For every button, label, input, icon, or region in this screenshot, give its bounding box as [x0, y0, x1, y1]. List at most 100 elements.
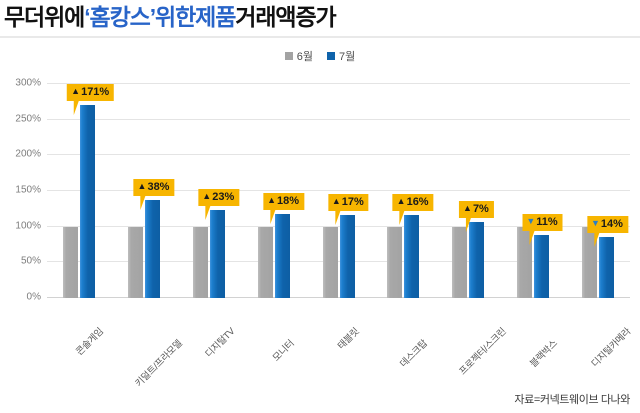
- value-callout: ▲171%: [67, 83, 115, 115]
- callout-tail: [140, 195, 152, 210]
- triangle-down-icon: ▼: [590, 217, 600, 228]
- legend-label-july: 7월: [339, 51, 356, 63]
- triangle-down-icon: ▼: [526, 215, 536, 226]
- bar-group: ▲23%: [177, 84, 242, 298]
- gridline: 100%: [15, 220, 630, 231]
- legend-label-june: 6월: [296, 51, 313, 63]
- x-axis-tick-label: 디지털카메라: [589, 326, 633, 370]
- bar-group: ▲38%: [112, 84, 177, 298]
- gridline: 50%: [21, 256, 630, 267]
- value-callout: ▲17%: [327, 193, 369, 225]
- bar-july[interactable]: [598, 236, 614, 298]
- x-axis-label-cell: 모니터: [241, 320, 306, 390]
- bar-june[interactable]: [322, 226, 338, 298]
- x-axis-tick-label: 모니터: [270, 338, 297, 364]
- triangle-up-icon: ▲: [71, 85, 81, 96]
- x-axis-tick-label: 블랙박스: [527, 338, 560, 370]
- callout-value: 7%: [472, 202, 489, 215]
- callout-value: 23%: [212, 191, 235, 204]
- chart-legend: 6월 7월: [0, 48, 640, 64]
- bar-july[interactable]: [469, 221, 485, 298]
- x-axis-tick-label: 데스크탑: [398, 338, 431, 370]
- y-axis-tick-label: 50%: [20, 255, 41, 267]
- bar-group: ▼11%: [500, 84, 565, 298]
- legend-item-july: 7월: [327, 48, 355, 64]
- x-axis-labels: 콘솔게임 키덜트/프라모델 디지털TV 모니터 태블릿 데스크탑 프로젝터/스크린 블랙박스 디…: [47, 320, 633, 390]
- x-axis-label-cell: 디지털카메라: [565, 320, 633, 390]
- x-axis-label-cell: 블랙박스: [500, 320, 565, 390]
- x-axis-tick-label: 태블릿: [335, 326, 362, 352]
- y-axis-tick-label: 300%: [15, 77, 41, 89]
- x-axis-label-cell: 데스크탑: [371, 320, 436, 390]
- triangle-up-icon: ▲: [202, 191, 212, 202]
- bar-june[interactable]: [192, 226, 208, 298]
- gridline: 150%: [15, 185, 630, 196]
- bar-group: ▲18%: [241, 84, 306, 298]
- bar-june[interactable]: [63, 226, 79, 298]
- callout-value: 38%: [147, 180, 170, 193]
- title-segment-black-1: 무더위에: [4, 4, 85, 30]
- bar-june[interactable]: [452, 226, 468, 298]
- bar-group: ▼14%: [565, 84, 630, 298]
- gridline: 300%: [15, 78, 630, 89]
- x-axis-tick-label: 콘솔게임: [74, 326, 107, 358]
- callout-value: 14%: [600, 217, 623, 230]
- y-axis-tick-label: 0%: [26, 291, 41, 303]
- triangle-up-icon: ▲: [331, 195, 341, 206]
- value-callout: ▼11%: [522, 213, 563, 245]
- bar-july[interactable]: [533, 234, 549, 298]
- value-callout: ▲7%: [459, 200, 494, 232]
- bar-july[interactable]: [80, 104, 96, 298]
- gridline: 0%: [27, 292, 630, 303]
- bar-june[interactable]: [581, 226, 597, 298]
- bar-june[interactable]: [516, 226, 532, 298]
- legend-swatch-july-icon: [327, 52, 335, 60]
- legend-item-june: 6월: [284, 48, 313, 64]
- x-axis-tick-label: 디지털TV: [203, 326, 238, 360]
- gridline: 200%: [15, 149, 630, 160]
- bar-june[interactable]: [128, 226, 144, 298]
- bar-june[interactable]: [387, 226, 403, 298]
- title-segment-blue: ‘홈캉스’위한제품: [84, 4, 236, 30]
- callout-tail: [593, 232, 605, 247]
- callout-tail: [334, 210, 346, 225]
- callout-tail: [74, 100, 85, 115]
- value-callout: ▼14%: [586, 215, 628, 247]
- triangle-up-icon: ▲: [267, 194, 277, 205]
- bar-group: ▲17%: [306, 84, 371, 298]
- source-note: 자료=커넥트웨이브 다나와: [514, 394, 630, 406]
- bar-chart: 0% 50% 100% 150% 200% 250% 300% ▲171% ▲38% ▲23% ▲…: [0, 70, 640, 320]
- callout-value: 18%: [277, 194, 300, 207]
- bar-group: ▲16%: [371, 84, 436, 298]
- y-axis-tick-label: 250%: [15, 113, 41, 125]
- x-axis-label-cell: 키덜트/프라모델: [112, 320, 185, 390]
- bar-july[interactable]: [274, 213, 290, 298]
- title-segment-black-2: 거래액증가: [235, 4, 336, 30]
- title-divider: [0, 36, 640, 38]
- callout-tail: [205, 206, 216, 221]
- callout-tail: [466, 217, 477, 232]
- plot-area: 0% 50% 100% 150% 200% 250% 300% ▲171% ▲38% ▲23% ▲…: [15, 78, 630, 303]
- bar-july[interactable]: [209, 210, 225, 298]
- gridline: 250%: [15, 113, 630, 124]
- bar-july[interactable]: [339, 214, 355, 298]
- callout-value: 16%: [406, 196, 429, 209]
- x-axis-label-cell: 프로젝터/스크린: [436, 320, 508, 390]
- value-callout: ▲16%: [392, 194, 434, 226]
- y-axis-tick-label: 100%: [15, 220, 41, 232]
- callout-tail: [270, 209, 281, 224]
- triangle-up-icon: ▲: [463, 202, 472, 213]
- bar-july[interactable]: [404, 215, 420, 298]
- y-axis-tick-label: 150%: [15, 184, 41, 196]
- page-title: 무더위에‘홈캉스’위한제품거래액증가: [4, 2, 337, 32]
- value-callout: ▲18%: [263, 192, 305, 224]
- callout-value: 11%: [536, 215, 558, 228]
- bar-july[interactable]: [145, 199, 161, 298]
- bar-june[interactable]: [257, 226, 273, 298]
- callout-tail: [529, 230, 540, 245]
- value-callout: ▲23%: [198, 189, 240, 221]
- x-axis-label-cell: 디지털TV: [177, 320, 242, 390]
- bar-group: ▲171%: [47, 83, 115, 298]
- triangle-up-icon: ▲: [396, 196, 406, 207]
